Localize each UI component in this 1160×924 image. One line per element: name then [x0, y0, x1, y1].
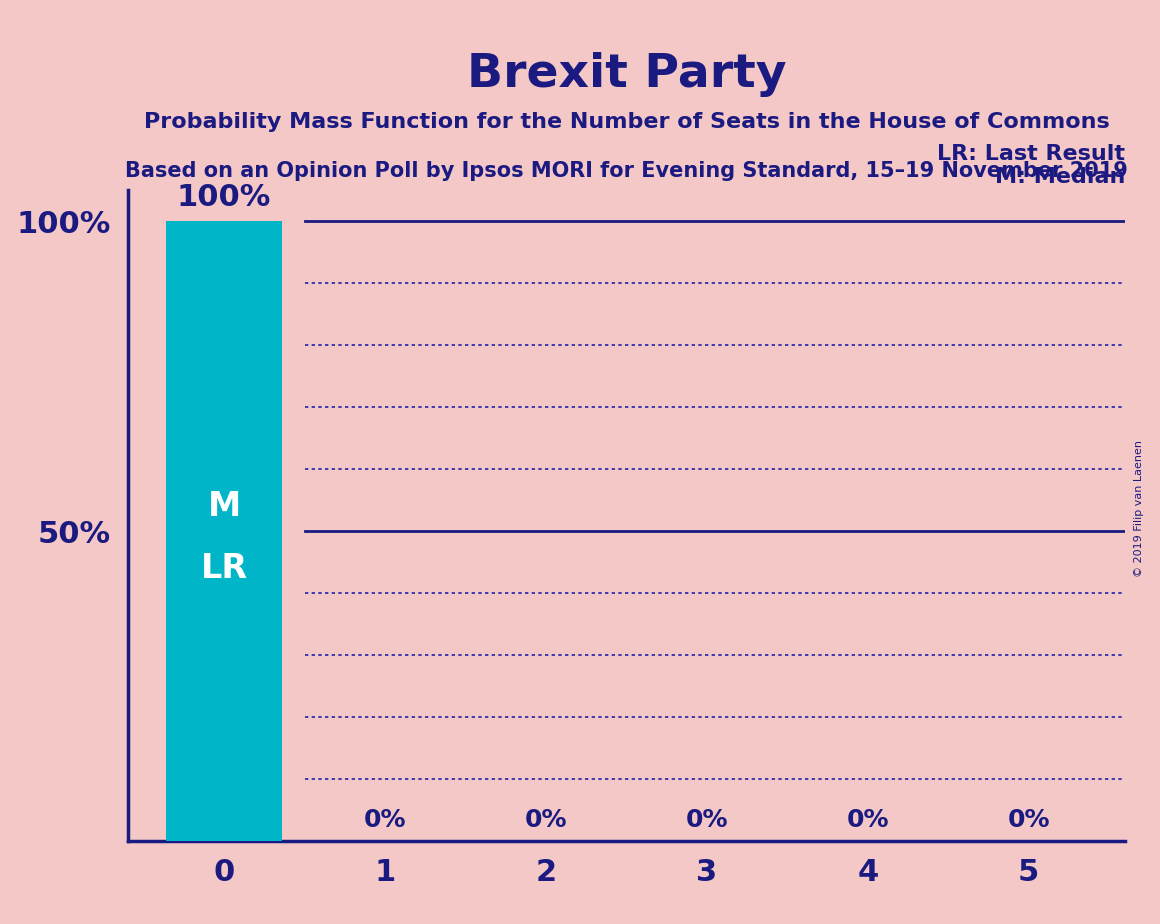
Text: 100%: 100% — [177, 183, 271, 212]
Text: M: Median: M: Median — [995, 167, 1125, 187]
Text: LR: Last Result: LR: Last Result — [937, 144, 1125, 164]
Text: 0%: 0% — [686, 808, 728, 832]
Text: 0%: 0% — [364, 808, 406, 832]
Bar — [166, 222, 282, 841]
Text: M: M — [208, 490, 241, 523]
Text: LR: LR — [201, 552, 248, 585]
Text: Probability Mass Function for the Number of Seats in the House of Commons: Probability Mass Function for the Number… — [144, 113, 1109, 132]
Text: © 2019 Filip van Laenen: © 2019 Filip van Laenen — [1134, 440, 1144, 577]
Text: 0%: 0% — [847, 808, 889, 832]
Text: 0%: 0% — [524, 808, 567, 832]
Text: Brexit Party: Brexit Party — [466, 52, 786, 97]
Text: Based on an Opinion Poll by Ipsos MORI for Evening Standard, 15–19 November 2019: Based on an Opinion Poll by Ipsos MORI f… — [125, 161, 1128, 181]
Text: 0%: 0% — [1007, 808, 1050, 832]
